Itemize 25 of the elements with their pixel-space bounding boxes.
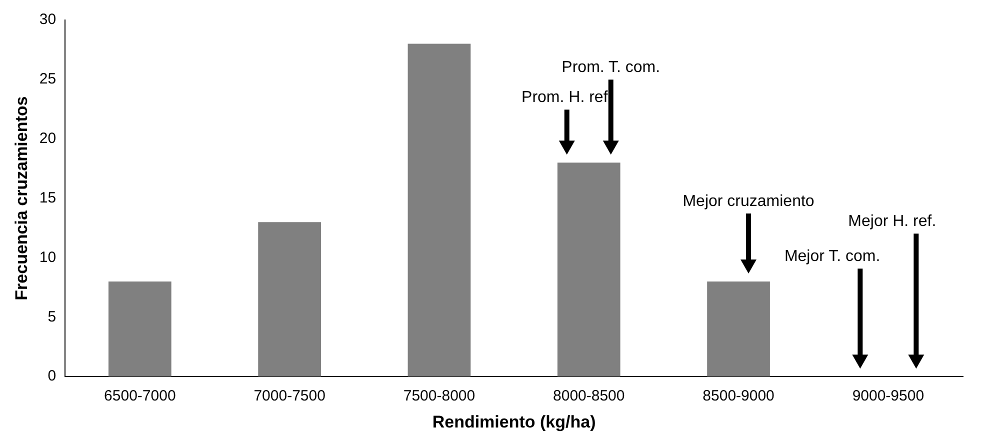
bar [408,44,471,377]
y-tick-label: 20 [39,130,56,148]
annotation: Mejor H. ref. [848,213,936,230]
x-axis-title: Rendimiento (kg/ha) [432,412,596,432]
x-tick-label: 6500-7000 [104,388,176,405]
annotation: Mejor cruzamiento [682,192,814,210]
y-tick-label: 25 [39,70,56,88]
y-tick-label: 10 [39,248,56,266]
y-tick-label: 0 [48,368,56,385]
x-tick-label: 7500-8000 [403,388,476,405]
x-tick-label: 7000-7500 [254,388,326,405]
x-tick-label: 8000-8500 [553,388,625,405]
x-tick-label: 9000-9500 [852,388,924,405]
bar [707,282,770,377]
y-axis-title: Frecuencia cruzamientos [12,96,31,300]
annotation: Mejor T. com. [784,248,880,266]
x-tick-label: 8500-9000 [702,388,774,405]
y-tick-label: 30 [39,11,56,28]
annotation: Prom. H. ref. [522,89,612,106]
annotation: Prom. T. com. [562,59,660,76]
bar [258,222,321,377]
bar [557,162,620,377]
y-tick-label: 15 [39,189,56,206]
y-tick-label: 5 [48,308,56,326]
bar [108,282,172,377]
